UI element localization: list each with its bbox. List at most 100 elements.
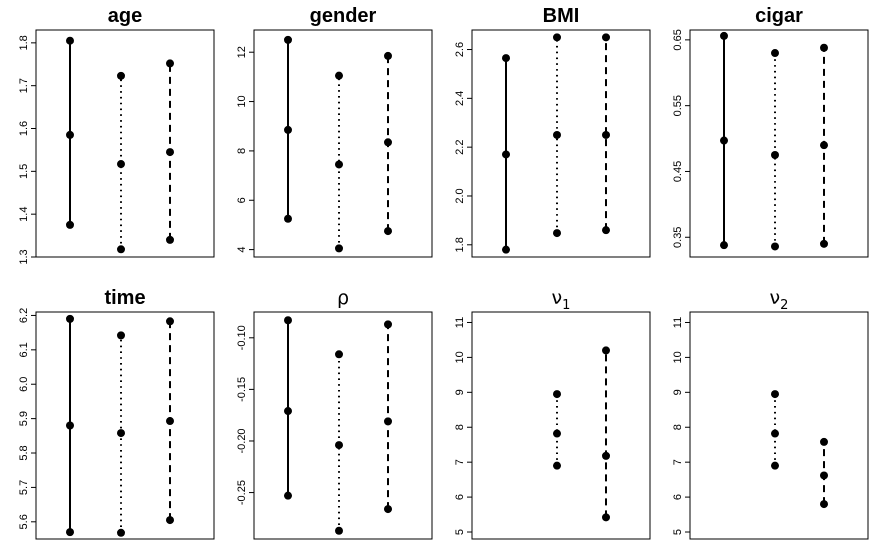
panel-gender-title: gender [310, 5, 377, 27]
panel-gender-point-dashed-lower [384, 227, 392, 236]
panel-ν2-point-dotted-lower [771, 461, 779, 470]
panel-ν2-ytick-label: 11 [672, 317, 684, 328]
panel-gender-point-solid-upper [284, 35, 292, 44]
panel-ν2-point-dotted-upper [771, 390, 779, 399]
panel-ν1-title: ν1 [552, 287, 571, 313]
panel-time-ytick-label: 6.0 [18, 377, 30, 392]
panel-time-ytick-label: 5.6 [18, 514, 30, 529]
panel-cigar-point-solid-lower [720, 241, 728, 250]
panel-cigar-point-solid-mid [720, 136, 728, 145]
panel-ν2-title-subscript: 2 [780, 298, 788, 313]
panel-ν2-ytick-label: 6 [672, 494, 684, 500]
panel-age-point-dotted-upper [117, 71, 125, 80]
panel-ν1-title-subscript: 1 [562, 298, 570, 313]
panel-ν2-point-dashed-lower [820, 500, 828, 509]
panel-gender-point-dotted-upper [335, 71, 343, 80]
panel-ν2-ytick-label: 5 [672, 529, 684, 535]
panel-age-point-solid-upper [66, 36, 74, 45]
panel-ν1-point-dotted-upper [553, 390, 561, 399]
panel-ν2-ytick-label: 7 [672, 459, 684, 465]
panel-ν2-frame [689, 311, 869, 540]
panel-ν1-ytick-label: 8 [454, 424, 466, 430]
panel-ν1-point-dashed-upper [602, 346, 610, 355]
panel-BMI-point-dotted-lower [553, 229, 561, 238]
panel-time-frame [35, 311, 215, 540]
panel-BMI-point-dotted-mid [553, 130, 561, 139]
panel-ν2-point-dashed-mid [820, 471, 828, 480]
panel-cigar-point-dotted-upper [771, 49, 779, 58]
panel-ν1-point-dashed-mid [602, 451, 610, 460]
panel-age-point-dashed-lower [166, 235, 174, 244]
panel-time-ytick-label: 6.1 [18, 342, 30, 357]
panel-cigar-ytick-label: 0.65 [672, 29, 684, 50]
panel-ν1: ν1 5 6 7 8 9 10 11 [454, 287, 651, 540]
panel-time-ytick-label: 6.2 [18, 308, 30, 323]
panel-BMI: BMI 1.8 2.0 2.2 2.4 2.6 [454, 5, 651, 258]
panel-BMI-point-dashed-upper [602, 33, 610, 42]
panel-cigar-point-dotted-mid [771, 151, 779, 160]
panel-rho-point-dotted-upper [335, 350, 343, 359]
panel-BMI-title: BMI [543, 5, 580, 27]
panel-age-ytick-label: 1.5 [18, 164, 30, 179]
panel-time-point-dotted-lower [117, 528, 125, 537]
panel-cigar-point-dashed-lower [820, 239, 828, 248]
panel-BMI-frame [471, 29, 651, 258]
panel-age-ytick-label: 1.4 [18, 207, 30, 222]
panel-ν2-ytick-label: 8 [672, 424, 684, 430]
panel-time-ytick-label: 5.7 [18, 480, 30, 495]
panel-BMI-point-solid-lower [502, 245, 510, 254]
panel-ν2-title: ν2 [770, 287, 789, 313]
panel-age-point-dashed-upper [166, 59, 174, 68]
panel-gender-ytick-label: 4 [236, 247, 248, 253]
panel-ν2-point-dashed-upper [820, 437, 828, 446]
panel-BMI-ytick-label: 2.0 [454, 188, 466, 203]
panel-gender-point-solid-lower [284, 214, 292, 223]
panel-gender-frame [253, 29, 433, 258]
panel-BMI-point-solid-mid [502, 150, 510, 159]
panel-rho-ytick-label: -0.20 [236, 428, 248, 453]
panel-time-point-dotted-upper [117, 331, 125, 340]
panel-age-point-solid-lower [66, 220, 74, 229]
panel-ν1-ytick-label: 11 [454, 317, 466, 328]
panel-time-point-solid-lower [66, 528, 74, 537]
panel-ν1-point-dotted-mid [553, 429, 561, 438]
panel-ν1-point-dashed-lower [602, 513, 610, 522]
panel-time-point-dashed-mid [166, 417, 174, 426]
panel-rho-point-dotted-lower [335, 526, 343, 535]
panel-cigar-point-dashed-mid [820, 141, 828, 150]
panel-time-title: time [104, 287, 145, 309]
panel-cigar-point-dashed-upper [820, 43, 828, 52]
panel-gender-point-dotted-lower [335, 244, 343, 253]
panel-rho-point-dashed-upper [384, 320, 392, 329]
panel-rho-point-solid-lower [284, 491, 292, 500]
panel-BMI-ytick-label: 2.6 [454, 42, 466, 57]
panel-time-point-solid-mid [66, 421, 74, 430]
panel-age-ytick-label: 1.8 [18, 35, 30, 50]
panel-BMI-point-dashed-mid [602, 130, 610, 139]
panel-cigar-ytick-label: 0.45 [672, 161, 684, 182]
panel-rho-frame [253, 311, 433, 540]
panel-rho-ytick-label: -0.25 [236, 480, 248, 505]
panel-gender-point-dotted-mid [335, 160, 343, 169]
panel-ν1-frame [471, 311, 651, 540]
panel-age-point-dashed-mid [166, 148, 174, 157]
panel-ν1-ytick-label: 10 [454, 351, 466, 363]
panel-cigar-point-solid-upper [720, 31, 728, 40]
panel-BMI-ytick-label: 1.8 [454, 237, 466, 252]
panel-age: age 1.3 1.4 1.5 1.6 1.7 1.8 [18, 5, 215, 265]
panel-BMI-ytick-label: 2.4 [454, 91, 466, 106]
panel-gender-point-solid-mid [284, 125, 292, 134]
panel-gender: gender 4 6 8 10 12 [236, 5, 433, 258]
panel-cigar-frame [689, 29, 869, 258]
panel-time-point-dashed-upper [166, 317, 174, 326]
panel-rho: ρ -0.25 -0.20 -0.15 -0.10 [236, 287, 433, 540]
panel-gender-ytick-label: 10 [236, 95, 248, 107]
panel-BMI-point-dashed-lower [602, 226, 610, 235]
panel-rho-point-solid-mid [284, 407, 292, 416]
panel-gender-point-dashed-upper [384, 51, 392, 60]
panel-ν2-point-dotted-mid [771, 429, 779, 438]
panel-time-ytick-label: 5.8 [18, 445, 30, 460]
panel-rho-title: ρ [337, 287, 349, 309]
panel-cigar-ytick-label: 0.55 [672, 95, 684, 116]
